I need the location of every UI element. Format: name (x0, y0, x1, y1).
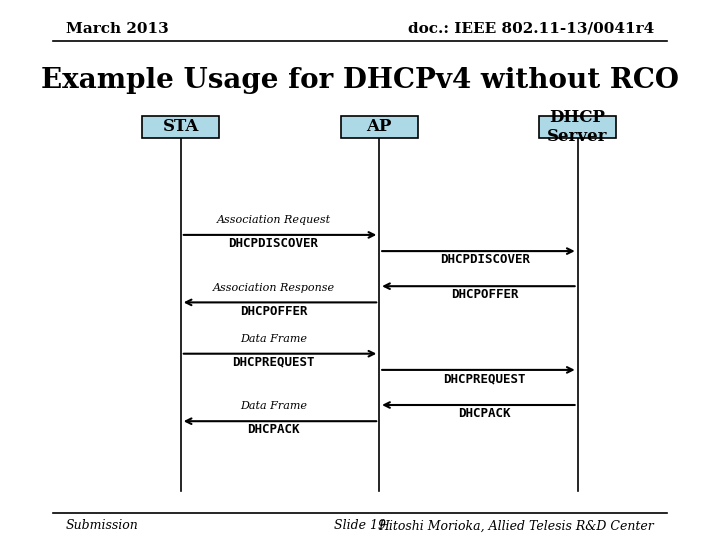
Text: Association Request: Association Request (217, 215, 330, 225)
Text: STA: STA (163, 118, 199, 136)
FancyBboxPatch shape (539, 116, 616, 138)
Text: doc.: IEEE 802.11-13/0041r4: doc.: IEEE 802.11-13/0041r4 (408, 22, 654, 36)
Text: DHCPOFFER: DHCPOFFER (240, 305, 307, 318)
Text: March 2013: March 2013 (66, 22, 168, 36)
Text: Submission: Submission (66, 519, 138, 532)
Text: Data Frame: Data Frame (240, 334, 307, 344)
Text: AP: AP (366, 118, 392, 136)
Text: DHCPREQUEST: DHCPREQUEST (233, 356, 315, 369)
Text: DHCPOFFER: DHCPOFFER (451, 288, 518, 301)
FancyBboxPatch shape (341, 116, 418, 138)
Text: Slide 19: Slide 19 (334, 519, 386, 532)
Text: Association Response: Association Response (212, 282, 335, 293)
Text: DHCPDISCOVER: DHCPDISCOVER (440, 253, 530, 266)
Text: DHCPDISCOVER: DHCPDISCOVER (229, 237, 319, 250)
Text: Example Usage for DHCPv4 without RCO: Example Usage for DHCPv4 without RCO (41, 68, 679, 94)
Text: DHCP
Server: DHCP Server (547, 109, 608, 145)
Text: DHCPREQUEST: DHCPREQUEST (444, 372, 526, 385)
Text: Data Frame: Data Frame (240, 401, 307, 411)
FancyBboxPatch shape (143, 116, 219, 138)
Text: Hitoshi Morioka, Allied Telesis R&D Center: Hitoshi Morioka, Allied Telesis R&D Cent… (379, 519, 654, 532)
Text: DHCPACK: DHCPACK (459, 407, 511, 420)
Text: DHCPACK: DHCPACK (248, 423, 300, 436)
